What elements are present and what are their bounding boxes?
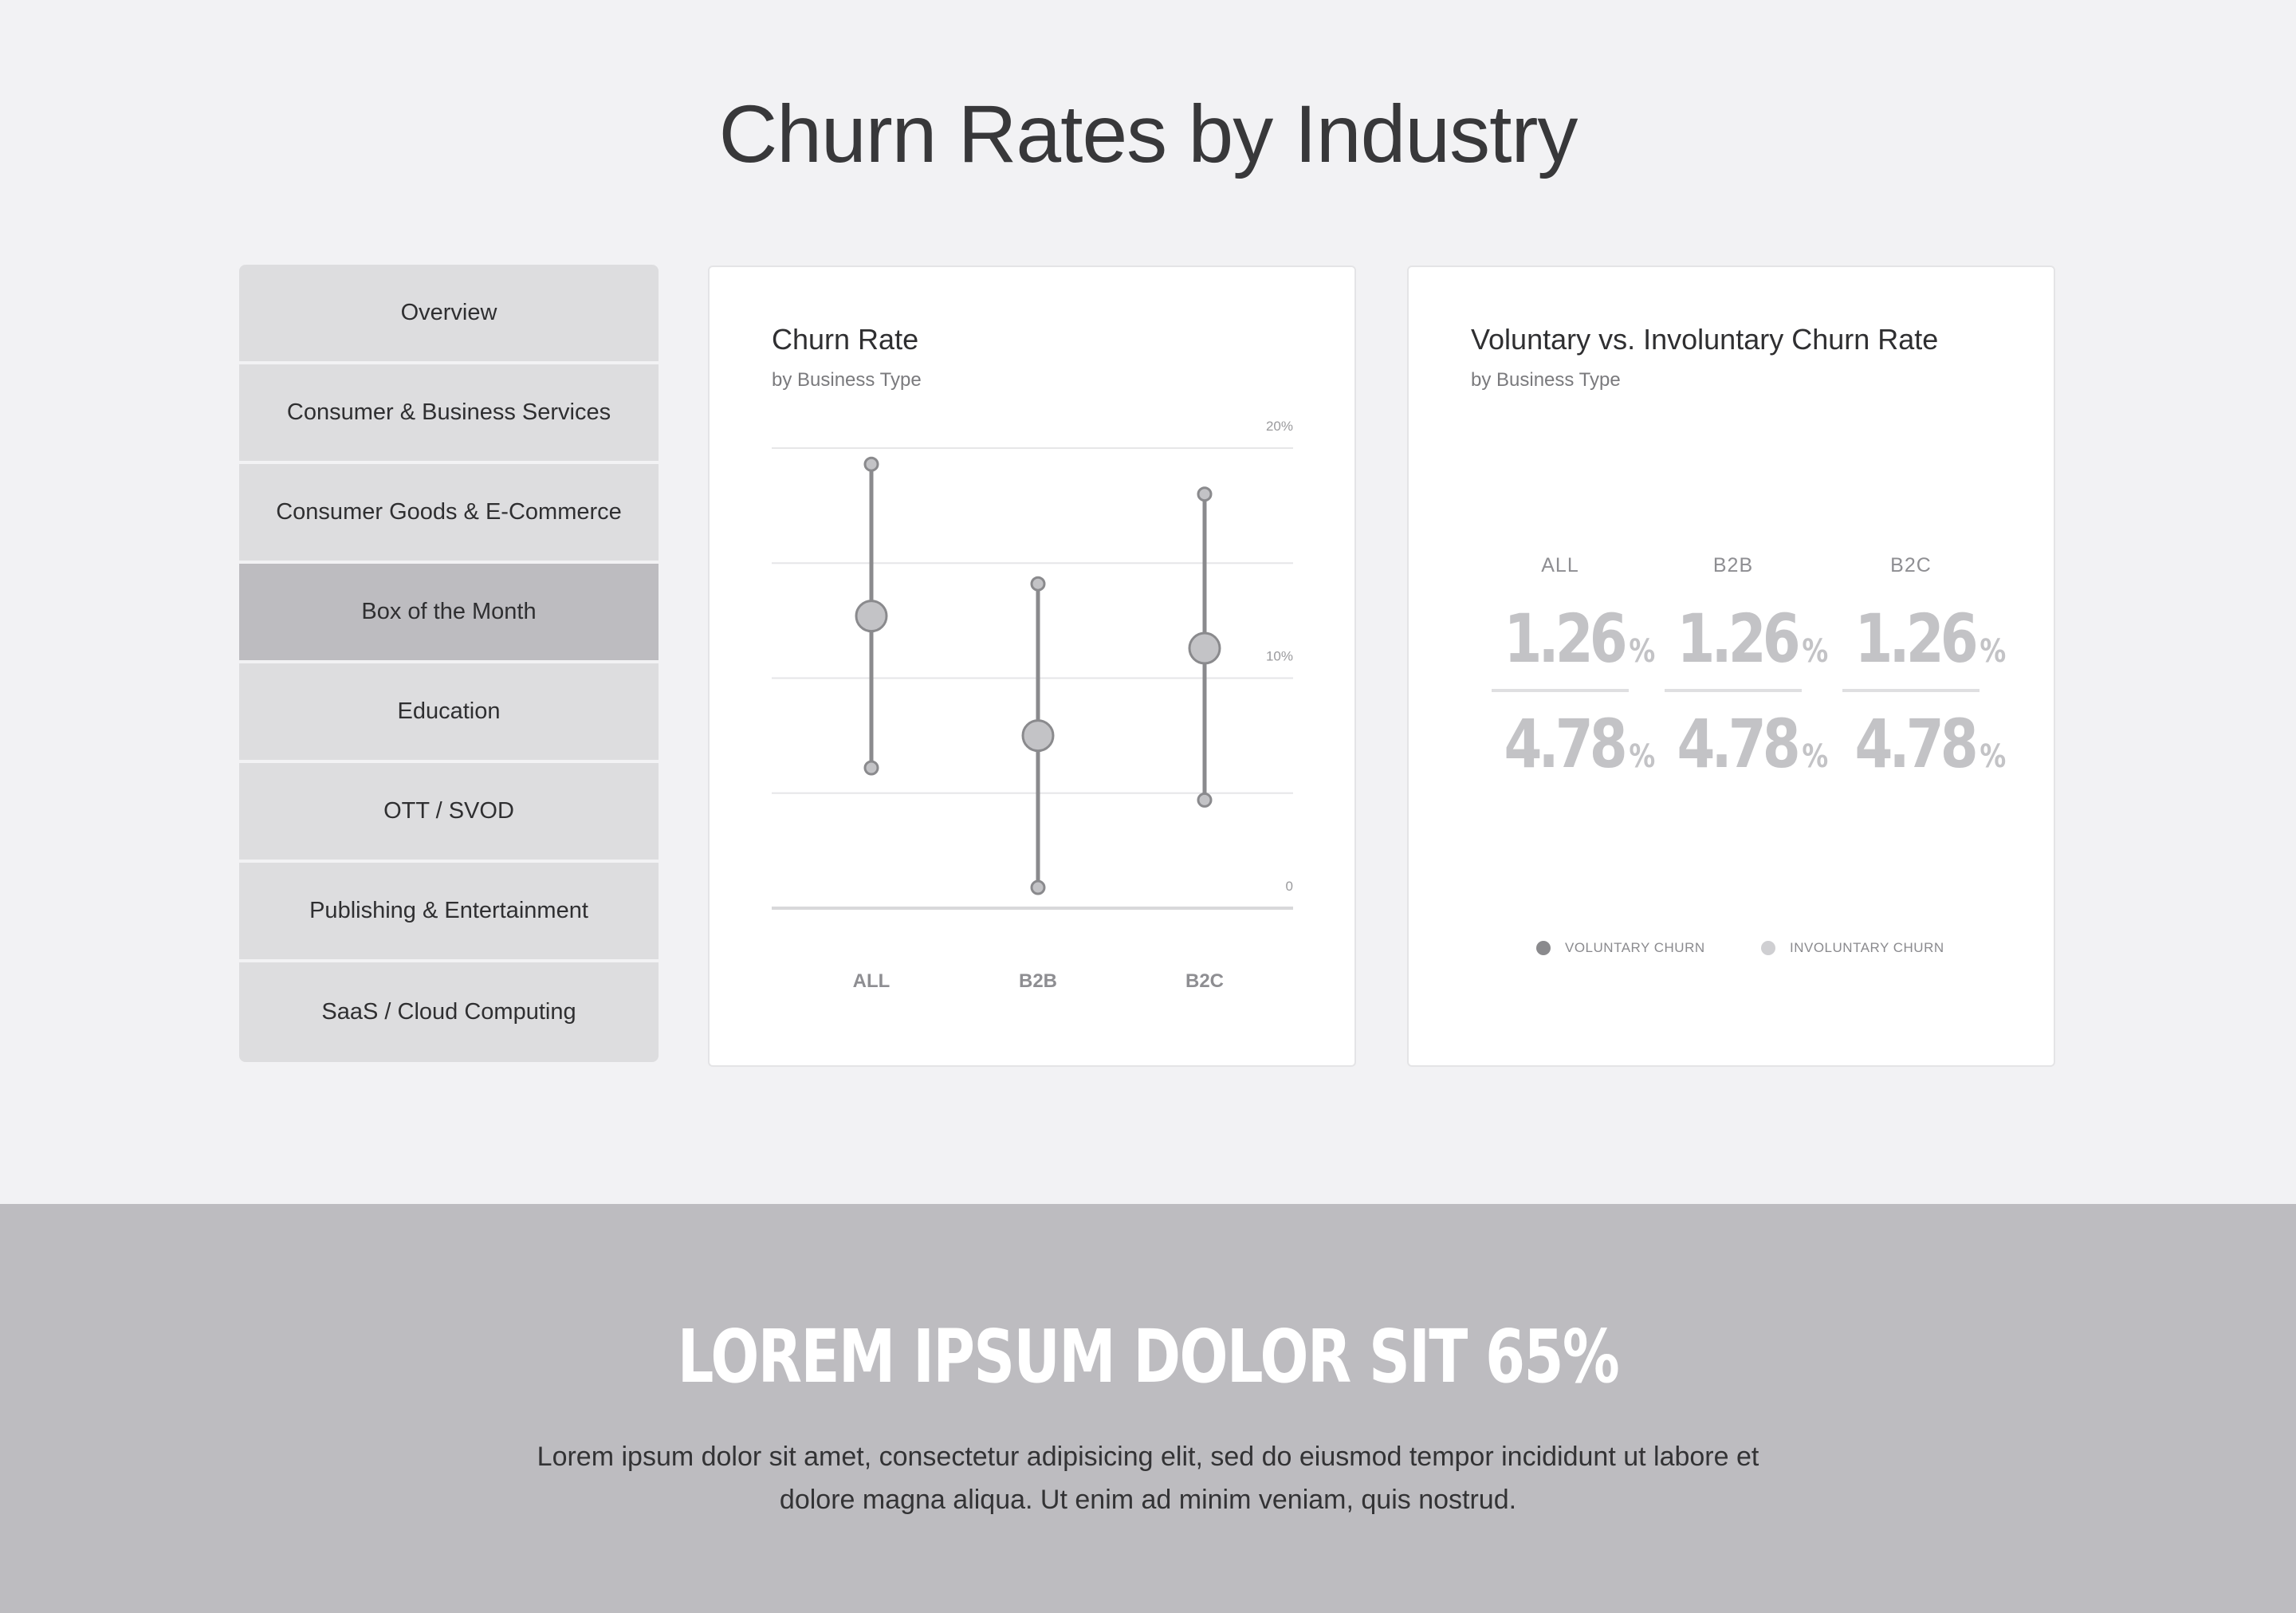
mid-point [855,600,888,633]
voluntary-involuntary-card: Voluntary vs. Involuntary Churn Rate by … [1407,266,2055,1067]
sidebar-item-label: Education [397,698,501,724]
legend-dot-involuntary [1761,941,1775,955]
low-point [863,760,879,776]
column-label: ALL [1541,554,1579,576]
low-point [1197,792,1213,808]
high-point [863,456,879,472]
column-label: B2B [1712,554,1754,576]
y-tick-label: 20% [1266,419,1293,434]
sidebar-item-label: SaaS / Cloud Computing [321,999,576,1025]
legend-label: INVOLUNTARY CHURN [1790,940,1944,955]
x-tick-label: B2B [1019,970,1057,992]
page-title: Churn Rates by Industry [718,89,1578,179]
divider [1842,689,1980,692]
legend-involuntary: INVOLUNTARY CHURN [1761,940,1944,956]
card-title: Voluntary vs. Involuntary Churn Rate [1471,323,1939,356]
x-tick-label: B2C [1185,970,1224,992]
low-point [1030,879,1046,895]
vol-column-b2b: B2B 1.26% 4.78% [1665,554,1829,783]
sidebar-item-overview[interactable]: Overview [239,265,659,364]
sidebar-item-label: Consumer & Business Services [286,399,611,425]
legend-dot-voluntary [1536,941,1551,955]
footer-band: LOREM IPSUM DOLOR SIT 65% Lorem ipsum do… [0,1204,2296,1613]
sidebar-item-label: Publishing & Entertainment [309,898,588,923]
x-tick-label: ALL [853,970,890,992]
mid-point [1188,631,1221,665]
high-point [1030,576,1046,592]
sidebar-item-consumer-goods-ecommerce[interactable]: Consumer Goods & E-Commerce [239,464,659,564]
sidebar-item-education[interactable]: Education [239,663,659,763]
sidebar-item-publishing-entertainment[interactable]: Publishing & Entertainment [239,863,659,962]
legend-label: VOLUNTARY CHURN [1565,940,1705,955]
card-subtitle: by Business Type [1471,369,1621,391]
involuntary-value: 4.78% [1677,705,1829,783]
churn-rate-card: 0 10% 20% ALL B2B B2C Churn Rate by Business … [708,266,1356,1067]
sidebar-item-label: OTT / SVOD [383,798,514,824]
voluntary-value: 1.26% [1677,600,1829,678]
y-tick-label: 10% [1266,649,1293,664]
sidebar-item-saas-cloud[interactable]: SaaS / Cloud Computing [239,962,659,1062]
sidebar-item-label: Box of the Month [361,599,537,624]
high-point [1197,486,1213,502]
column-label: B2C [1890,554,1932,576]
card-title: Churn Rate [772,323,919,356]
sidebar-item-label: Overview [400,300,497,325]
divider [1492,689,1629,692]
voluntary-value: 1.26% [1854,600,2007,678]
sidebar-item-ott-svod[interactable]: OTT / SVOD [239,763,659,863]
involuntary-value: 4.78% [1504,705,1656,783]
card-subtitle: by Business Type [772,369,922,391]
voluntary-value: 1.26% [1504,600,1656,678]
industry-sidebar: Overview Consumer & Business Services Co… [239,265,659,1062]
involuntary-value: 4.78% [1854,705,2007,783]
y-tick-label: 0 [1286,879,1293,894]
sidebar-item-label: Consumer Goods & E-Commerce [276,499,622,525]
divider [1665,689,1802,692]
mid-point [1021,719,1055,753]
sidebar-item-box-of-the-month[interactable]: Box of the Month [239,564,659,663]
vol-column-all: ALL 1.26% 4.78% [1492,554,1656,783]
footer-body-text: Lorem ipsum dolor sit amet, consectetur … [537,1442,1759,1515]
churn-rate-chart: 0 10% 20% ALL B2B B2C [772,419,1293,992]
footer-heading: LOREM IPSUM DOLOR SIT 65% [677,1314,1620,1399]
sidebar-item-consumer-business-services[interactable]: Consumer & Business Services [239,364,659,464]
vol-column-b2c: B2C 1.26% 4.78% [1842,554,2007,783]
legend-voluntary: VOLUNTARY CHURN [1536,940,1705,956]
